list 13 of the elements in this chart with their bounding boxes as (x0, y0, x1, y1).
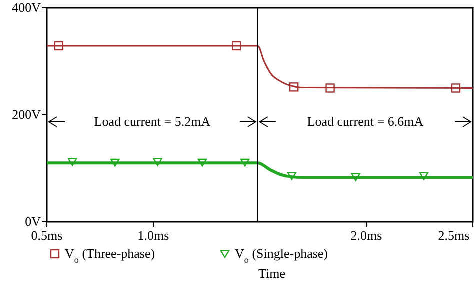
line-series (46, 162, 474, 180)
legend-label: V$_{o}$ (Three-phase) (65, 246, 156, 265)
x-tick-label: 1.0ms (138, 228, 170, 243)
annotation: Load current = 5.2mA (94, 114, 212, 129)
y-tick-label: 200V (12, 107, 42, 122)
x-axis-title: Time (258, 266, 286, 281)
y-tick-label: 0V (25, 214, 42, 229)
y-tick-label: 400V (12, 0, 42, 15)
legend-label: V$_{o}$ (Single-phase) (235, 246, 328, 265)
x-tick-label: 0.5ms (31, 228, 63, 243)
x-tick-label: 2.5ms (438, 228, 470, 243)
x-tick-label: 2.0ms (350, 228, 382, 243)
annotation: Load current = 6.6mA (307, 114, 424, 129)
